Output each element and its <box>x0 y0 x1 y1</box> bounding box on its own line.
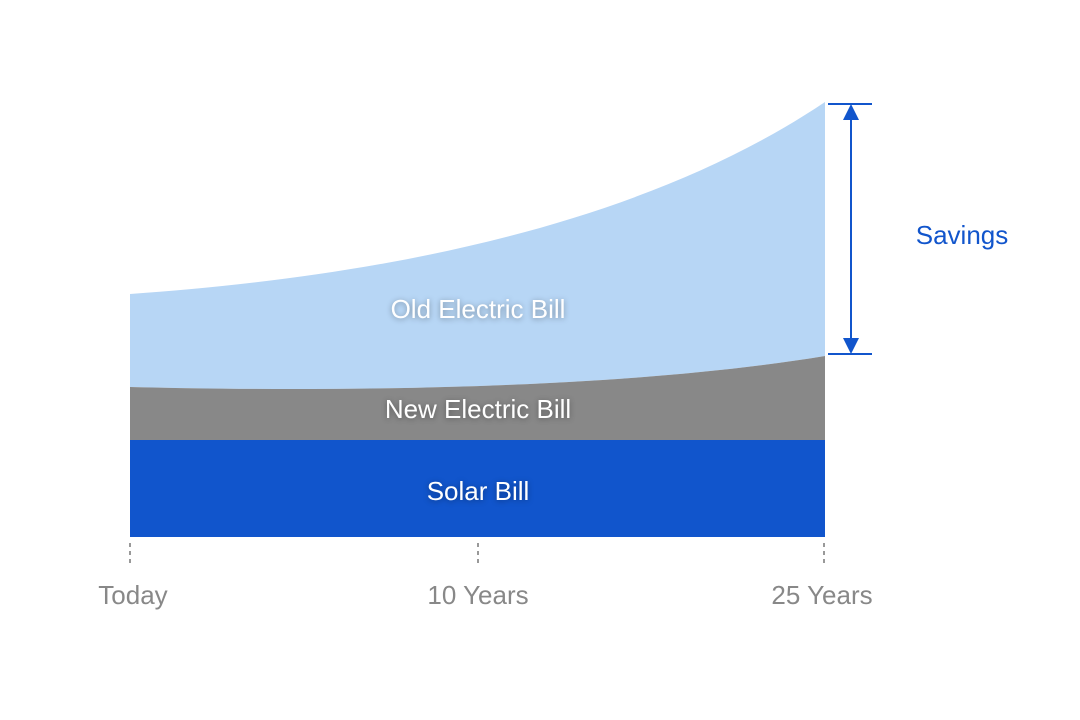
solar-bill-area <box>130 440 825 537</box>
x-label: Today <box>98 580 167 610</box>
area-label: Old Electric Bill <box>391 294 566 324</box>
savings-label: Savings <box>916 220 1009 250</box>
area-label: Solar Bill <box>427 476 530 506</box>
x-label: 10 Years <box>427 580 528 610</box>
area-label: New Electric Bill <box>385 394 571 424</box>
new-bill-area <box>130 356 825 440</box>
savings-bracket <box>828 103 872 355</box>
x-label: 25 Years <box>771 580 872 610</box>
old-bill-area <box>130 102 825 390</box>
x-ticks <box>129 543 825 567</box>
